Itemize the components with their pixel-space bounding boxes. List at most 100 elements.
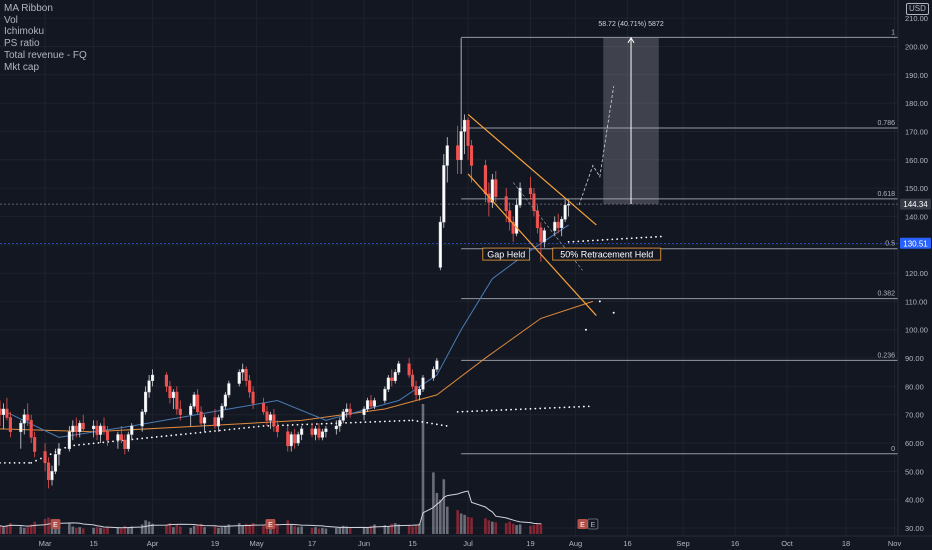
legend-item-vol[interactable]: Vol xyxy=(4,14,18,26)
price-tick-label: 60.00 xyxy=(905,439,924,448)
dotted-point xyxy=(505,408,508,411)
volume-bar xyxy=(196,525,199,534)
dotted-point xyxy=(306,423,309,426)
candle xyxy=(237,369,241,387)
volume-bar xyxy=(491,521,494,534)
indicator-legend: MA Ribbon Vol Ichimoku PS ratio Total re… xyxy=(4,3,87,73)
candle xyxy=(293,428,297,449)
volume-bar xyxy=(310,527,314,534)
price-tick-label: 160.00 xyxy=(905,156,928,165)
candle-body xyxy=(469,145,474,166)
ma-orange-line xyxy=(0,300,594,433)
dotted-point xyxy=(403,419,406,422)
dotted-point xyxy=(18,461,21,464)
candle xyxy=(275,420,279,438)
dotted-point xyxy=(97,441,100,444)
candle xyxy=(369,394,373,410)
dotted-point xyxy=(582,240,585,242)
volume-bar xyxy=(227,524,231,534)
volume-bar xyxy=(369,525,373,534)
candle xyxy=(386,375,390,393)
candle xyxy=(203,414,207,432)
volume-bar xyxy=(466,516,470,534)
candle xyxy=(43,443,47,472)
dotted-point xyxy=(655,235,657,238)
candle-body xyxy=(542,230,546,243)
candle xyxy=(98,423,103,444)
legend-item-ps-ratio[interactable]: PS ratio xyxy=(4,38,40,50)
legend-item-ma-ribbon[interactable]: MA Ribbon xyxy=(4,3,53,14)
projection-path-lower xyxy=(512,182,583,271)
price-label-text: 130.51 xyxy=(903,239,928,248)
time-tick-label: 15 xyxy=(408,539,416,548)
currency-badge[interactable]: USD xyxy=(906,3,929,15)
more-menu-icon[interactable]: ··· xyxy=(908,0,918,9)
dotted-point xyxy=(112,440,114,443)
candle-body xyxy=(92,425,96,430)
volume-bar xyxy=(470,517,473,534)
candle-body xyxy=(397,363,401,373)
candle xyxy=(317,423,321,441)
candle xyxy=(19,420,23,449)
candle-body xyxy=(293,434,297,444)
volume-bar xyxy=(126,527,130,534)
dotted-point xyxy=(393,420,396,422)
legend-item-ichimoku[interactable]: Ichimoku xyxy=(4,26,45,38)
volume-bar xyxy=(421,404,425,534)
candle-body xyxy=(268,414,272,421)
candle xyxy=(140,409,144,432)
fib-level-label: 0 xyxy=(891,446,895,453)
time-tick-label: 17 xyxy=(308,539,316,548)
candle xyxy=(469,139,474,183)
volume-bar xyxy=(269,527,272,534)
candle xyxy=(532,188,536,217)
price-tick-label: 50.00 xyxy=(905,467,924,476)
dotted-point xyxy=(421,421,424,423)
dotted-point xyxy=(83,443,85,446)
candle-body xyxy=(369,400,373,407)
dotted-point xyxy=(625,237,628,240)
candle-body xyxy=(317,428,321,438)
candle xyxy=(220,403,224,421)
volume-bar xyxy=(68,523,71,534)
volume-bar xyxy=(9,523,12,534)
dotted-point xyxy=(330,422,333,425)
dotted-point xyxy=(209,430,212,433)
earnings-letter: E xyxy=(580,522,585,529)
dotted-point xyxy=(445,425,448,427)
price-tick-label: 170.00 xyxy=(905,127,928,136)
candle xyxy=(345,403,349,418)
candle-body xyxy=(123,439,127,449)
price-tick-label: 30.00 xyxy=(905,524,924,533)
dotted-point xyxy=(577,240,580,243)
candle-body xyxy=(365,400,370,410)
fib-level-label: 0.618 xyxy=(877,191,895,198)
volume-bars xyxy=(0,404,543,534)
candle-body xyxy=(539,227,543,243)
dotted-point xyxy=(481,409,483,412)
legend-item-total-revenue[interactable]: Total revenue - FQ xyxy=(4,49,87,61)
volume-bar xyxy=(276,523,279,534)
volume-bar xyxy=(192,525,196,534)
candle xyxy=(26,403,30,427)
dotted-point xyxy=(515,408,517,411)
price-tick-label: 180.00 xyxy=(905,99,928,108)
candle-body xyxy=(19,422,23,432)
dotted-point xyxy=(650,236,653,239)
candle-body xyxy=(518,187,522,206)
dotted-point xyxy=(40,457,42,460)
candle xyxy=(414,380,418,401)
candle-body xyxy=(1,408,6,415)
volume-bar xyxy=(508,521,511,534)
dotted-point xyxy=(461,410,464,413)
candle xyxy=(511,216,515,242)
candle-body xyxy=(213,417,217,427)
legend-item-mkt-cap[interactable]: Mkt cap xyxy=(4,61,40,73)
dividend-icon xyxy=(587,518,599,530)
candle-body xyxy=(241,369,245,373)
volume-bar xyxy=(178,526,182,534)
annotation-box xyxy=(482,247,531,261)
volume-bar xyxy=(348,527,352,534)
